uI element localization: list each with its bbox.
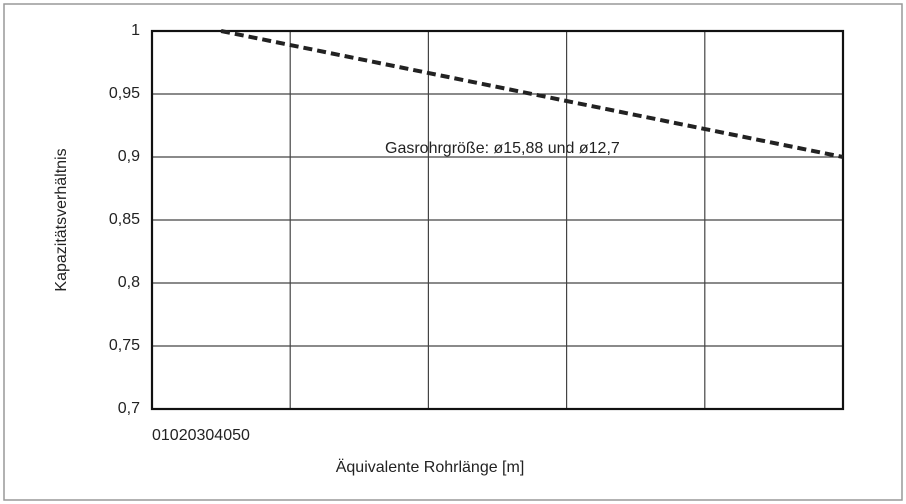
x-tick-label: 0 — [152, 427, 161, 444]
x-axis-label: Äquivalente Rohrlänge [m] — [336, 458, 525, 476]
y-tick-label: 1 — [131, 22, 140, 39]
annotation: Gasrohrgröße: ø15,88 und ø12,7 — [385, 140, 620, 157]
y-tick-label: 0,85 — [109, 211, 140, 228]
y-tick-label: 0,9 — [118, 148, 140, 165]
y-tick-label: 0,75 — [109, 337, 140, 354]
x-tick-label: 10 — [161, 427, 179, 444]
y-axis-label: Kapazitätsverhältnis — [53, 148, 70, 291]
y-tick-label: 0,8 — [118, 274, 140, 291]
x-tick-label: 20 — [179, 427, 197, 444]
x-tick-labels: 01020304050 — [152, 427, 250, 444]
line-series — [220, 29, 844, 159]
y-tick-label: 0,95 — [109, 85, 140, 102]
x-tick-label: 50 — [232, 427, 250, 444]
y-tick-label: 0,7 — [118, 400, 140, 417]
plot-frame — [150, 29, 845, 411]
x-tick-label: 30 — [197, 427, 215, 444]
outer-frame — [3, 3, 903, 501]
x-tick-label: 40 — [214, 427, 232, 444]
